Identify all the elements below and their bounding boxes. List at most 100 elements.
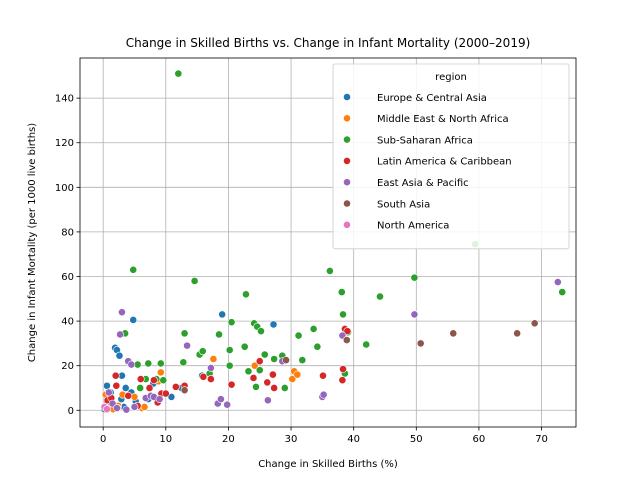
data-point <box>116 330 124 339</box>
data-point <box>249 374 258 382</box>
data-point <box>338 376 347 385</box>
legend-items: Europe & Central Asia Middle East & North… <box>343 93 512 232</box>
data-point <box>167 393 176 401</box>
data-point <box>252 382 260 391</box>
y-tick-label: 140 <box>55 94 74 105</box>
legend-entry-label: East Asia & Pacific <box>377 178 469 189</box>
data-point <box>376 292 384 301</box>
legend-marker <box>343 156 351 165</box>
data-point <box>140 403 149 411</box>
data-point <box>136 375 145 383</box>
data-point <box>118 308 126 317</box>
legend-marker <box>343 220 351 229</box>
data-point <box>553 278 562 286</box>
legend-entry-label: Sub-Saharan Africa <box>377 135 473 146</box>
data-point <box>255 357 264 366</box>
legend-entry-label: Europe & Central Asia <box>377 93 487 104</box>
data-point <box>449 329 458 338</box>
data-point <box>309 324 318 333</box>
y-tick-label: 20 <box>61 361 74 372</box>
data-point <box>217 395 225 404</box>
legend-marker <box>343 135 351 144</box>
data-point <box>130 393 139 401</box>
data-point <box>270 384 279 392</box>
data-point <box>218 310 227 319</box>
data-point <box>179 358 188 367</box>
legend-box <box>332 63 570 250</box>
data-point <box>144 359 153 368</box>
legend-entry-label: South Asia <box>377 199 430 210</box>
data-point <box>558 288 567 297</box>
data-point <box>244 367 253 376</box>
data-point <box>260 350 269 359</box>
data-point <box>319 371 327 380</box>
x-tick-label: 10 <box>159 434 172 445</box>
data-point <box>103 381 111 390</box>
data-point <box>268 370 277 379</box>
data-point <box>161 389 170 398</box>
data-point <box>255 366 264 375</box>
data-point <box>342 336 351 344</box>
x-axis-label: Change in Skilled Births (%) <box>258 459 398 470</box>
data-point <box>183 341 191 350</box>
data-point <box>250 361 259 370</box>
data-point <box>127 360 136 369</box>
data-point <box>410 310 419 319</box>
data-point <box>225 361 234 370</box>
data-point <box>130 403 139 411</box>
data-point <box>129 316 138 324</box>
legend-entry-label: Latin America & Caribbean <box>377 157 512 168</box>
data-point <box>410 273 419 282</box>
data-point <box>215 330 223 339</box>
axis-ticks: 0 10 20 30 40 50 60 70 0 20 40 60 80 100 120 140 <box>55 94 548 445</box>
x-tick-label: 70 <box>535 434 548 445</box>
y-axis-label: Change in Infant Mortality (per 1000 liv… <box>27 123 38 362</box>
legend-marker <box>343 178 351 187</box>
data-point <box>240 342 249 351</box>
data-point <box>111 371 120 380</box>
legend-marker <box>343 93 351 101</box>
y-tick-label: 60 <box>61 272 74 283</box>
data-point <box>199 372 208 381</box>
data-point <box>298 356 307 365</box>
data-points <box>100 69 567 414</box>
legend-marker <box>343 114 351 123</box>
legend-title: region <box>435 72 467 83</box>
y-tick-label: 0 <box>68 406 74 417</box>
data-point <box>325 267 334 275</box>
data-point <box>113 404 121 412</box>
data-point <box>288 375 297 383</box>
data-point <box>530 319 539 328</box>
data-point <box>225 346 234 354</box>
data-point <box>270 355 279 363</box>
data-point <box>129 265 138 274</box>
data-point <box>136 384 145 392</box>
data-point <box>159 376 168 385</box>
data-point <box>257 327 265 336</box>
data-point <box>313 342 322 351</box>
data-point <box>227 318 236 327</box>
data-point <box>156 368 165 377</box>
data-point <box>513 329 522 338</box>
data-point <box>124 391 133 400</box>
data-point <box>115 351 124 360</box>
data-point <box>242 290 250 299</box>
data-point <box>104 388 113 397</box>
data-point <box>263 396 272 405</box>
legend-marker <box>343 199 351 208</box>
data-point <box>145 384 154 392</box>
x-tick-label: 50 <box>410 434 423 445</box>
data-point <box>294 331 303 340</box>
x-tick-label: 40 <box>347 434 360 445</box>
data-point <box>293 370 302 379</box>
data-point <box>156 359 165 368</box>
data-point <box>174 69 183 78</box>
data-point <box>180 329 189 338</box>
y-tick-label: 80 <box>61 227 74 238</box>
data-point <box>263 378 272 387</box>
plot-frame <box>79 57 577 428</box>
data-point <box>337 288 346 297</box>
data-point <box>282 356 290 365</box>
